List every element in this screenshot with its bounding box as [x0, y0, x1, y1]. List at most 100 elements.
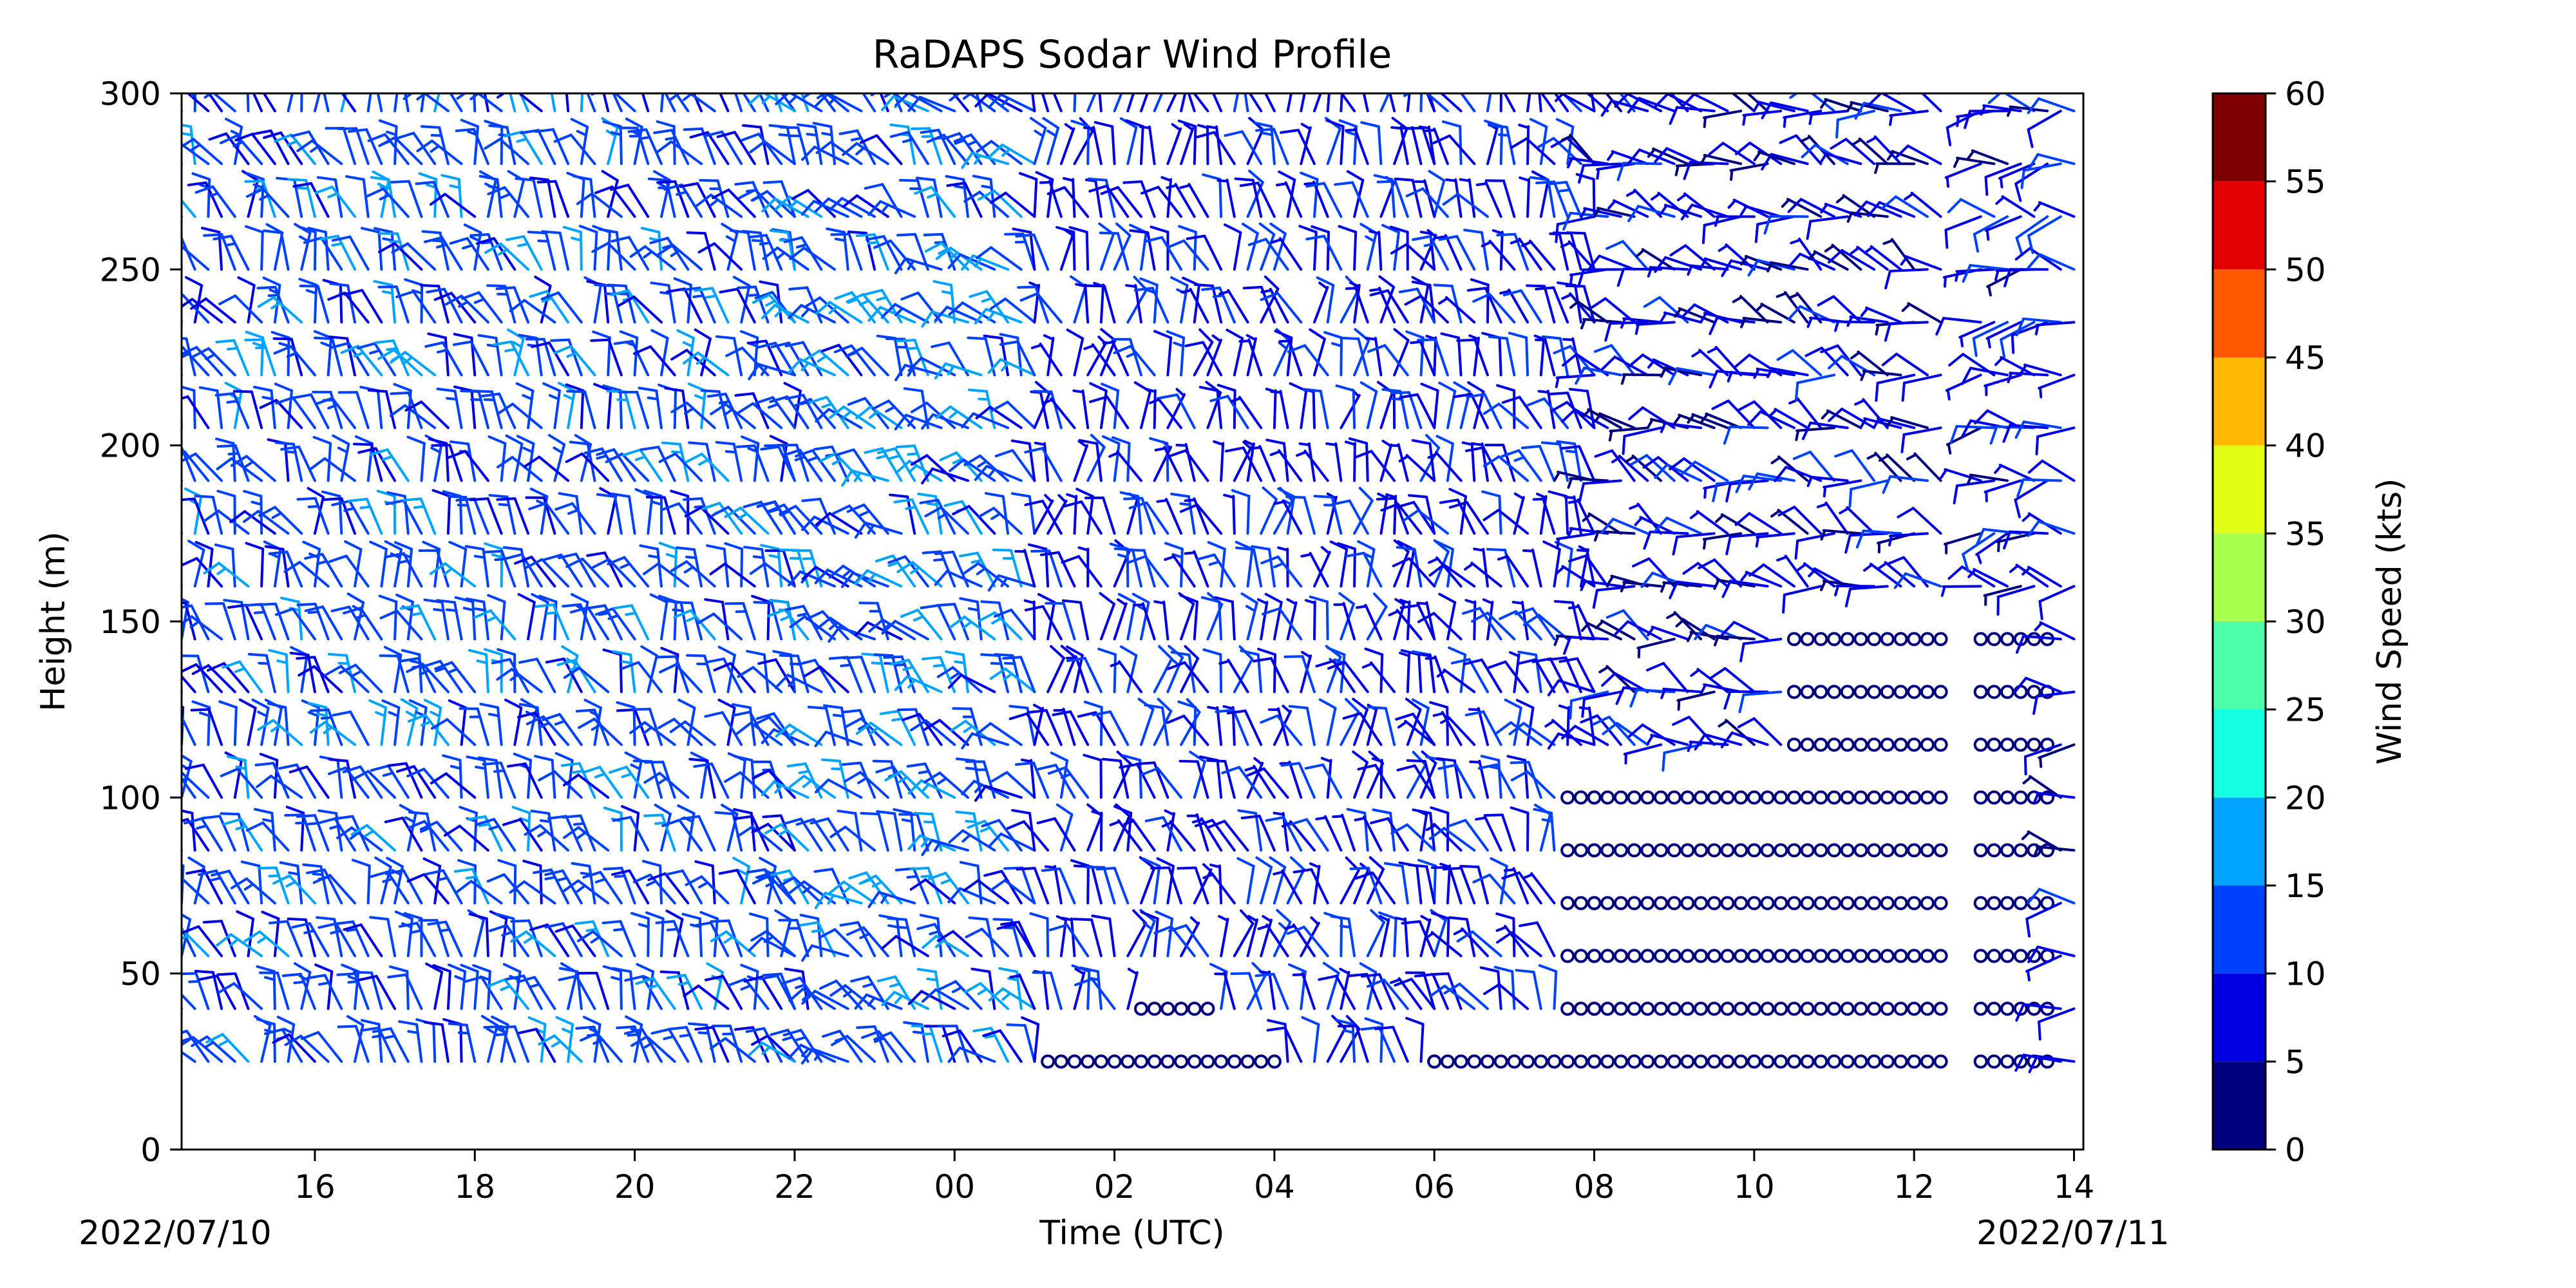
- wind-barb: [569, 606, 610, 641]
- wind-barb: [1006, 820, 1050, 852]
- wind-barb: [427, 332, 450, 377]
- wind-barb: [395, 290, 437, 324]
- wind-barb: [434, 661, 477, 694]
- wind-barb: [1153, 925, 1196, 958]
- wind-barb: [1072, 389, 1090, 430]
- wind-barb: [1463, 229, 1489, 271]
- wind-barb: [1361, 661, 1396, 694]
- wind-barb: [477, 334, 503, 377]
- wind-barb: [742, 124, 770, 166]
- wind-barb: [984, 492, 1010, 535]
- wind-barb: [1565, 284, 1596, 324]
- wind-barb: [884, 770, 929, 799]
- wind-barb: [487, 594, 506, 641]
- wind-barb: [515, 382, 535, 430]
- wind-barb: [182, 597, 189, 641]
- wind-barb: [1672, 532, 1716, 556]
- wind-barb: [325, 127, 357, 166]
- calm-circle: [2013, 737, 2028, 752]
- wind-barb: [535, 603, 570, 641]
- wind-barb: [1279, 761, 1303, 799]
- wind-barb: [1435, 757, 1463, 799]
- calm-circle: [1853, 1054, 1868, 1069]
- wind-barb: [313, 93, 321, 113]
- wind-barb: [245, 821, 290, 852]
- wind-barb: [435, 599, 463, 641]
- wind-barb: [533, 868, 570, 905]
- wind-barb: [328, 554, 370, 588]
- calm-circle: [1933, 1001, 1948, 1016]
- calm-circle: [1920, 1001, 1935, 1016]
- calm-circle: [1613, 1001, 1628, 1016]
- wind-barb: [1660, 366, 1703, 378]
- wind-barb: [696, 193, 743, 218]
- wind-barb: [182, 654, 210, 694]
- calm-circle: [1800, 949, 1815, 963]
- wind-barb: [977, 189, 1023, 218]
- wind-barb: [1614, 620, 1663, 641]
- x-tick-label: 18: [454, 1168, 495, 1206]
- wind-barb: [855, 233, 889, 271]
- wind-barb: [267, 702, 290, 746]
- wind-barb: [1396, 764, 1436, 799]
- wind-barb: [889, 131, 929, 166]
- wind-barb: [1037, 592, 1056, 641]
- colorbar-segment: [2213, 357, 2266, 446]
- wind-barb: [1636, 638, 1676, 659]
- wind-barb: [828, 656, 863, 694]
- wind-barb: [387, 973, 423, 1010]
- wind-barb: [206, 662, 250, 694]
- wind-barb: [1226, 328, 1244, 377]
- wind-barb: [1860, 370, 1902, 381]
- calm-circle: [1893, 949, 1908, 963]
- wind-barb: [815, 301, 863, 324]
- calm-circle: [1880, 685, 1895, 699]
- wind-barb: [788, 1043, 836, 1063]
- wind-barb: [1901, 374, 1942, 402]
- wind-barb: [582, 871, 623, 905]
- wind-barb: [1257, 923, 1289, 958]
- wind-barb: [1562, 636, 1609, 655]
- wind-barb: [565, 383, 585, 430]
- wind-barb: [2025, 954, 2062, 981]
- wind-barb: [1428, 556, 1463, 588]
- wind-barb: [506, 762, 543, 799]
- wind-barb: [1553, 93, 1569, 113]
- wind-barb: [1119, 117, 1138, 166]
- wind-barb: [424, 869, 463, 905]
- wind-barb: [1560, 408, 1609, 430]
- wind-barb: [1261, 607, 1303, 641]
- wind-barb: [654, 804, 672, 852]
- wind-barb: [1519, 176, 1531, 218]
- wind-barb: [1709, 316, 1756, 336]
- wind-barb: [1835, 194, 1876, 218]
- wind-barb: [1479, 966, 1502, 1010]
- wind-barb: [580, 93, 584, 113]
- wind-barb: [895, 460, 943, 482]
- wind-barb: [540, 291, 583, 324]
- wind-barb: [593, 383, 612, 430]
- wind-barb: [721, 804, 739, 852]
- wind-barb: [1153, 645, 1173, 694]
- wind-barb: [818, 928, 863, 958]
- wind-barb: [868, 618, 916, 641]
- wind-barb: [704, 974, 743, 1010]
- calm-circle: [1840, 1001, 1855, 1016]
- wind-barb: [1278, 170, 1296, 218]
- wind-barb: [207, 93, 223, 113]
- wind-barb: [1630, 454, 1676, 482]
- wind-barb: [1086, 433, 1106, 482]
- wind-barb: [406, 435, 426, 482]
- wind-barb: [837, 810, 863, 852]
- wind-barb: [510, 930, 556, 958]
- wind-barb: [190, 297, 236, 324]
- wind-barb: [578, 225, 598, 271]
- calm-circle: [1867, 896, 1882, 911]
- wind-barb: [182, 370, 183, 377]
- wind-barb: [1835, 109, 1876, 139]
- wind-barb: [715, 335, 743, 377]
- wind-barb: [796, 123, 823, 166]
- calm-circle: [1573, 1001, 1588, 1016]
- wind-barb: [1246, 914, 1258, 958]
- wind-barb: [1184, 341, 1223, 377]
